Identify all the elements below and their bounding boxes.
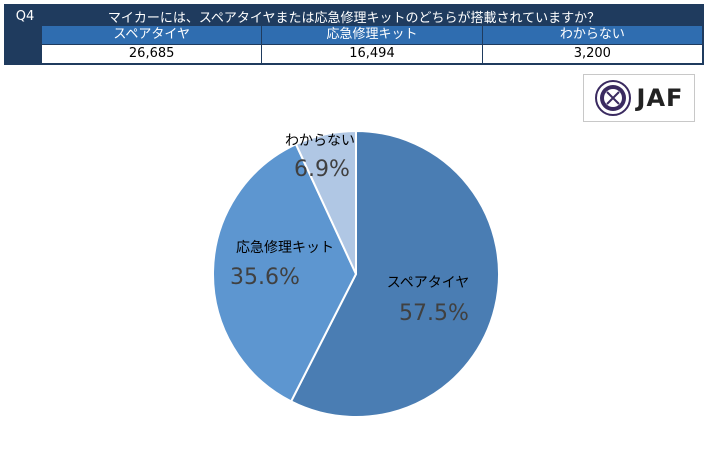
jaf-emblem-icon <box>594 80 631 116</box>
results-table: スペアタイヤ 26,685 応急修理キット 16,494 わからない 3,200 <box>42 26 702 63</box>
slice-repair-kit-label: 応急修理キット <box>236 240 334 256</box>
column-header: 応急修理キット <box>262 26 482 45</box>
column-spare-tire: スペアタイヤ 26,685 <box>42 26 262 63</box>
column-value: 16,494 <box>262 45 482 63</box>
logo-text: JAF <box>636 84 684 112</box>
slice-unknown-value: 6.9% <box>294 157 350 182</box>
jaf-logo: JAF <box>583 74 695 122</box>
column-unknown: わからない 3,200 <box>481 26 702 63</box>
column-header: スペアタイヤ <box>42 26 262 45</box>
slice-spare-tire-label: スペアタイヤ <box>387 275 470 291</box>
question-number: Q4 <box>15 8 35 24</box>
column-value: 3,200 <box>482 45 702 63</box>
column-repair-kit: 応急修理キット 16,494 <box>261 26 482 63</box>
survey-table: Q4 マイカーには、スペアタイヤまたは応急修理キットのどちらが搭載されていますか… <box>4 4 704 65</box>
slice-repair-kit-value: 35.6% <box>230 265 300 290</box>
slice-unknown <box>294 129 357 275</box>
question-text: マイカーには、スペアタイヤまたは応急修理キットのどちらが搭載されていますか？ <box>107 10 601 26</box>
column-value: 26,685 <box>42 45 262 63</box>
slice-spare-tire <box>289 129 500 418</box>
slice-spare-tire-value: 57.5% <box>399 301 469 326</box>
slice-unknown-label: わからない <box>285 133 355 149</box>
question-row: Q4 マイカーには、スペアタイヤまたは応急修理キットのどちらが搭載されていますか… <box>6 6 702 26</box>
question-number-cell <box>6 26 42 63</box>
column-header: わからない <box>482 26 702 45</box>
slice-repair-kit <box>212 142 358 403</box>
